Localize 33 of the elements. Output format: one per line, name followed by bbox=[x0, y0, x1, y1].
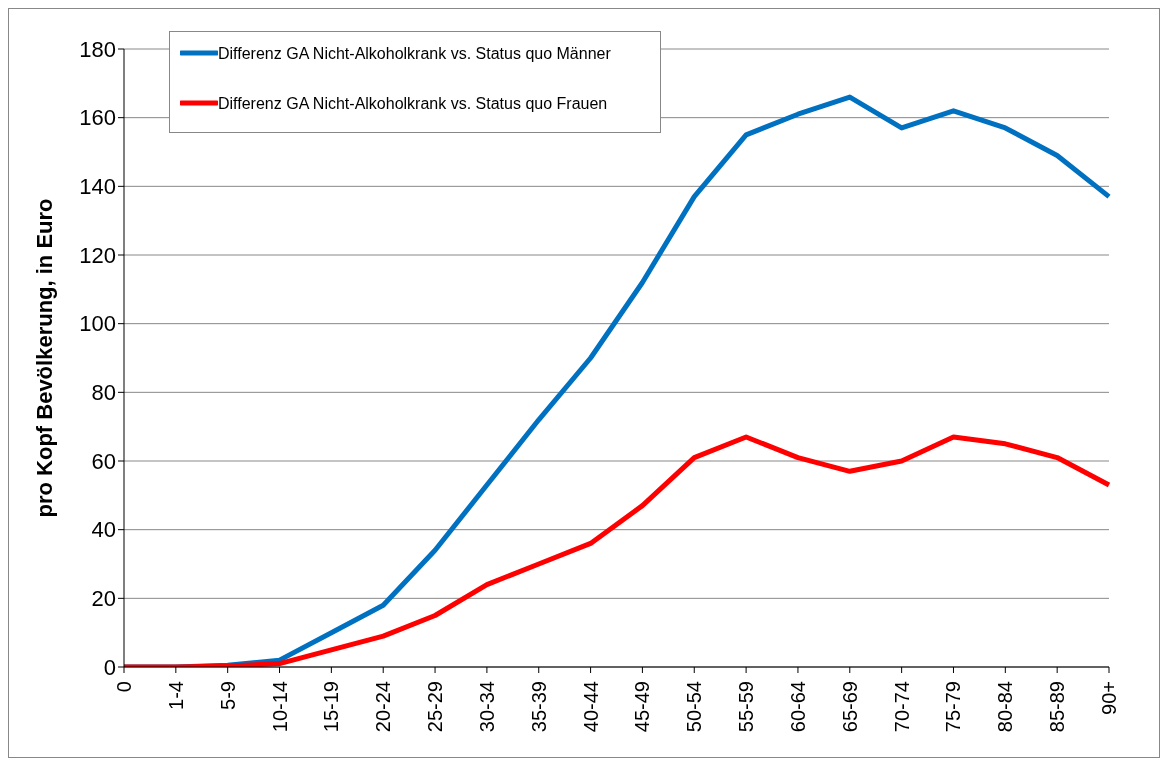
x-tick-label: 50-54 bbox=[683, 681, 706, 733]
x-tick-label: 40-44 bbox=[579, 681, 602, 733]
y-tick-label: 80 bbox=[91, 380, 116, 406]
x-tick-label: 0 bbox=[113, 681, 135, 693]
x-tick-label: 35-39 bbox=[527, 681, 550, 733]
x-tick-label: 45-49 bbox=[631, 681, 654, 733]
y-tick-label: 160 bbox=[79, 105, 116, 131]
y-tick-label: 100 bbox=[79, 311, 116, 337]
y-tick-label: 120 bbox=[79, 242, 116, 268]
x-tick-label: 60-64 bbox=[786, 681, 809, 733]
x-tick-label: 85-89 bbox=[1046, 681, 1069, 733]
x-tick-label: 55-59 bbox=[735, 681, 758, 733]
x-tick-label: 30-34 bbox=[475, 681, 498, 733]
y-tick-label: 60 bbox=[91, 448, 116, 474]
x-tick-label: 5-9 bbox=[216, 681, 239, 710]
x-tick-label: 65-69 bbox=[838, 681, 861, 733]
y-tick-label: 40 bbox=[91, 517, 116, 543]
x-tick-label: 90+ bbox=[1098, 681, 1120, 715]
x-tick-label: 70-74 bbox=[890, 681, 913, 733]
x-tick-label: 10-14 bbox=[268, 681, 291, 733]
y-tick-label: 140 bbox=[79, 174, 116, 200]
x-tick-label: 80-84 bbox=[994, 681, 1017, 733]
y-tick-label: 180 bbox=[79, 36, 116, 62]
legend-label: Differenz GA Nicht-Alkoholkrank vs. Status quo Männer bbox=[218, 44, 611, 64]
x-tick-label: 25-29 bbox=[424, 681, 447, 733]
legend-label: Differenz GA Nicht-Alkoholkrank vs. Status quo Frauen bbox=[218, 94, 608, 114]
y-tick-label: 0 bbox=[103, 654, 116, 680]
x-tick-label: 75-79 bbox=[942, 681, 965, 733]
x-tick-label: 15-19 bbox=[320, 681, 343, 733]
x-tick-label: 20-24 bbox=[372, 681, 395, 733]
y-tick-label: 20 bbox=[91, 586, 116, 612]
x-tick-label: 1-4 bbox=[164, 681, 187, 710]
y-axis-title: pro Kopf Bevölkerung, in Euro bbox=[31, 198, 57, 518]
